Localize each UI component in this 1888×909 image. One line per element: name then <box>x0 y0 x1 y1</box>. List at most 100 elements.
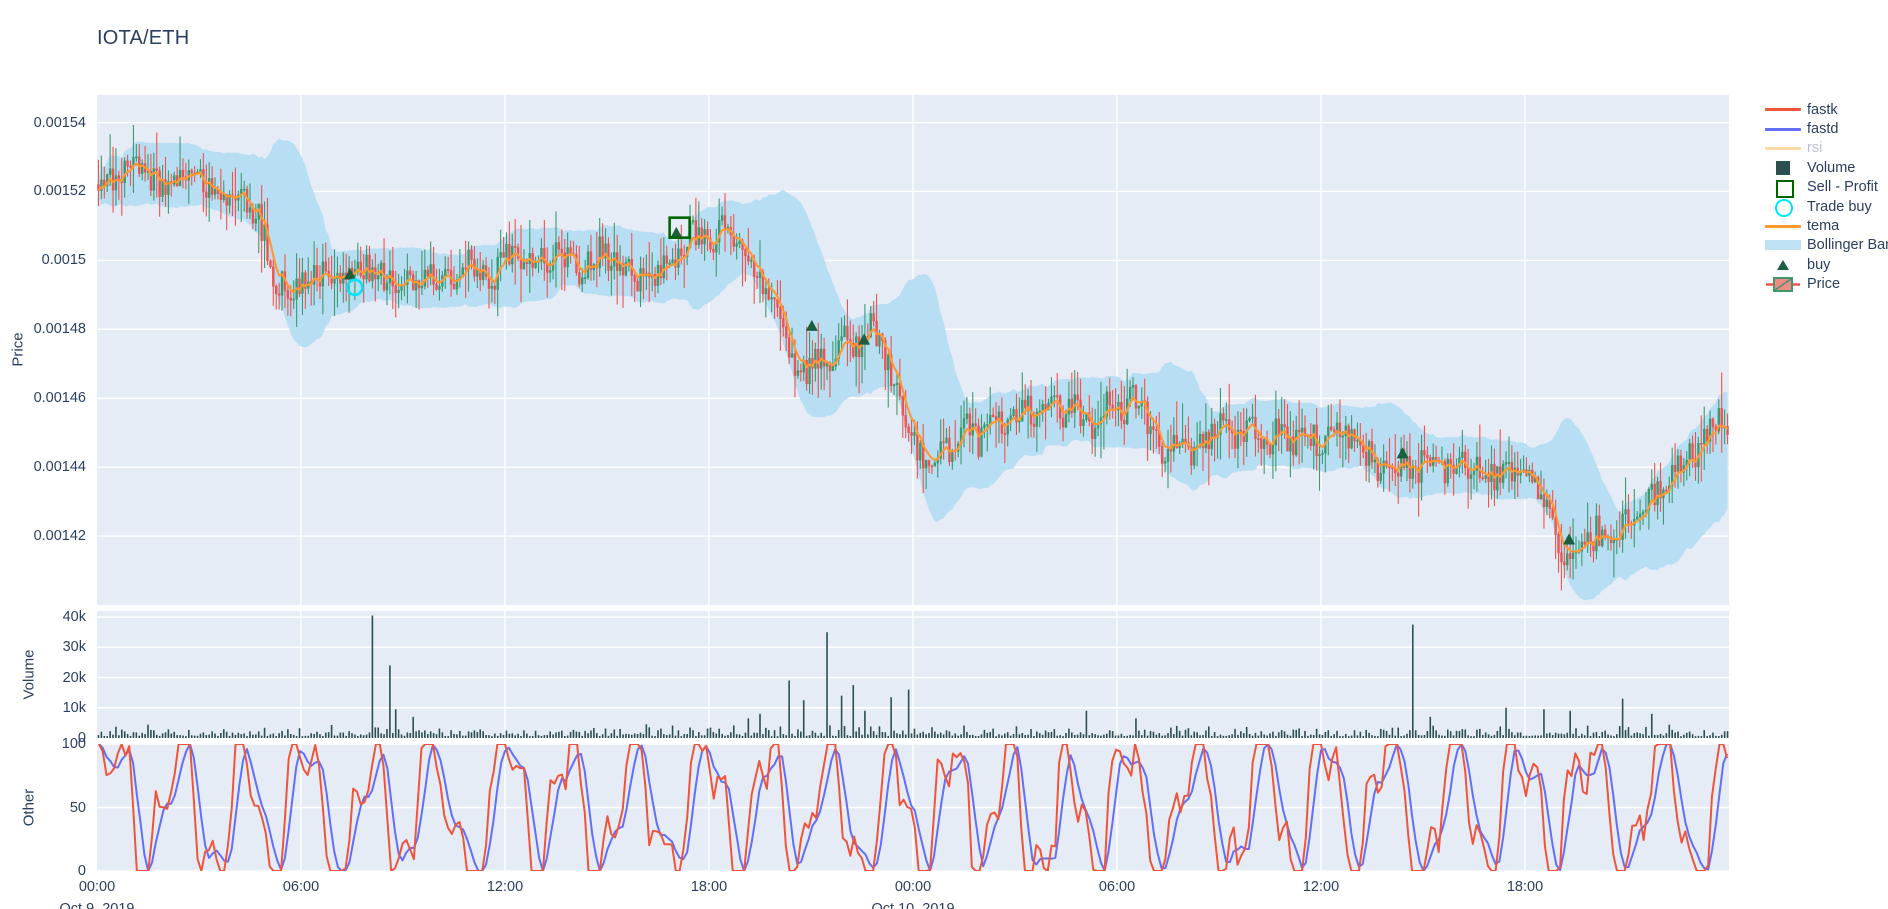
candle-body <box>260 203 263 241</box>
sell-profit-marker[interactable] <box>668 216 691 239</box>
volume-bar <box>1490 735 1493 738</box>
buy-marker[interactable] <box>1563 533 1576 545</box>
volume-bar <box>1511 732 1513 738</box>
volume-bar <box>1114 735 1117 738</box>
legend-item-rsi[interactable]: rsi <box>1762 139 1888 158</box>
volume-bar <box>604 728 607 738</box>
candle-body <box>1064 413 1068 428</box>
candle-body <box>289 297 293 301</box>
volume-bar <box>1674 732 1676 738</box>
line-swatch-icon <box>1762 120 1804 139</box>
price-ytick: 0.0015 <box>41 252 86 269</box>
volume-bar <box>1633 733 1636 738</box>
candle-body <box>1542 494 1546 508</box>
volume-bar <box>1519 732 1522 738</box>
candle-body <box>1236 429 1240 449</box>
legend-item-bollinger-band[interactable]: Bollinger Band <box>1762 236 1888 255</box>
price-plot-area <box>97 95 1729 605</box>
candle-body <box>1318 454 1321 457</box>
volume-bar <box>1085 710 1088 738</box>
candle-body <box>359 261 362 276</box>
volume-bar <box>945 730 948 738</box>
volume-bar <box>327 732 330 738</box>
volume-bar <box>595 733 598 738</box>
volume-bar <box>747 718 750 738</box>
volume-bar <box>1720 734 1723 738</box>
volume-bar <box>995 736 997 738</box>
candle-body <box>1026 395 1030 408</box>
candle-body <box>1292 436 1295 456</box>
candle-body <box>377 275 380 280</box>
volume-bar <box>1411 624 1414 738</box>
candle-body <box>910 432 913 436</box>
volume-bar <box>1479 728 1481 738</box>
volume-bar <box>534 730 537 738</box>
volume-bar <box>1155 734 1158 738</box>
legend-item-buy[interactable]: buy <box>1762 255 1888 274</box>
volume-bar <box>231 732 234 738</box>
other-ytick: 0 <box>77 863 86 879</box>
legend-item-fastd[interactable]: fastd <box>1762 119 1888 138</box>
volume-bar <box>220 732 222 738</box>
trade-buy-marker[interactable] <box>346 278 364 297</box>
volume-bar <box>511 733 514 738</box>
volume-bar <box>228 735 231 738</box>
candle-body <box>991 414 995 417</box>
legend-item-fastk[interactable]: fastk <box>1762 100 1888 119</box>
candle-body <box>1449 458 1452 466</box>
volume-bar <box>1461 729 1464 738</box>
legend-item-tema[interactable]: tema <box>1762 216 1888 235</box>
volume-bar <box>1458 731 1461 738</box>
volume-bar <box>391 733 394 738</box>
candle-body <box>213 188 217 195</box>
candle-body <box>1566 553 1569 566</box>
volume-bar <box>765 727 767 738</box>
candle-body <box>1213 423 1216 439</box>
volume-bar <box>1522 735 1525 738</box>
candle-body <box>578 272 581 285</box>
candle-body <box>986 424 989 426</box>
volume-bar <box>858 727 860 738</box>
candle-body <box>636 280 639 292</box>
candle-body <box>135 156 138 159</box>
volume-bar <box>1277 732 1280 738</box>
candle-body <box>1257 438 1260 440</box>
buy-marker[interactable] <box>343 268 356 280</box>
volume-bar <box>240 734 243 738</box>
volume-bar <box>418 730 420 738</box>
candle-body <box>560 248 564 254</box>
candle-body <box>787 337 791 358</box>
legend-item-sell-profit[interactable]: Sell - Profit <box>1762 178 1888 199</box>
volume-bar <box>1135 718 1137 738</box>
candle-body <box>181 169 185 178</box>
page-title: IOTA/ETH <box>97 27 190 49</box>
volume-bar <box>960 734 962 738</box>
volume-bar <box>1117 735 1120 738</box>
candle-body <box>368 254 371 282</box>
candle-body <box>394 285 397 293</box>
volume-bar <box>1167 733 1169 738</box>
volume-bar <box>126 734 129 738</box>
candle-body <box>1295 429 1298 456</box>
candle-body <box>1452 464 1455 474</box>
legend-item-volume[interactable]: Volume <box>1762 158 1888 177</box>
buy-marker[interactable] <box>1396 447 1409 459</box>
legend-item-price[interactable]: Price <box>1762 275 1888 294</box>
candle-body <box>566 247 569 268</box>
volume-bar <box>429 731 432 738</box>
line-swatch-icon <box>1762 139 1804 158</box>
volume-bar <box>1508 728 1510 738</box>
volume-bar <box>986 732 989 738</box>
buy-marker[interactable] <box>670 226 683 238</box>
candle-body <box>362 275 365 280</box>
volume-bar <box>383 734 385 738</box>
volume-bar <box>1181 735 1184 738</box>
legend-item-trade-buy[interactable]: Trade buy <box>1762 197 1888 217</box>
xaxis-tick: 18:00 <box>1506 879 1544 895</box>
buy-marker[interactable] <box>858 333 871 345</box>
volume-bar <box>421 732 423 738</box>
candle-body <box>190 170 193 174</box>
buy-marker[interactable] <box>805 319 818 331</box>
candle-body <box>1248 417 1251 421</box>
candle-body <box>1193 447 1196 466</box>
